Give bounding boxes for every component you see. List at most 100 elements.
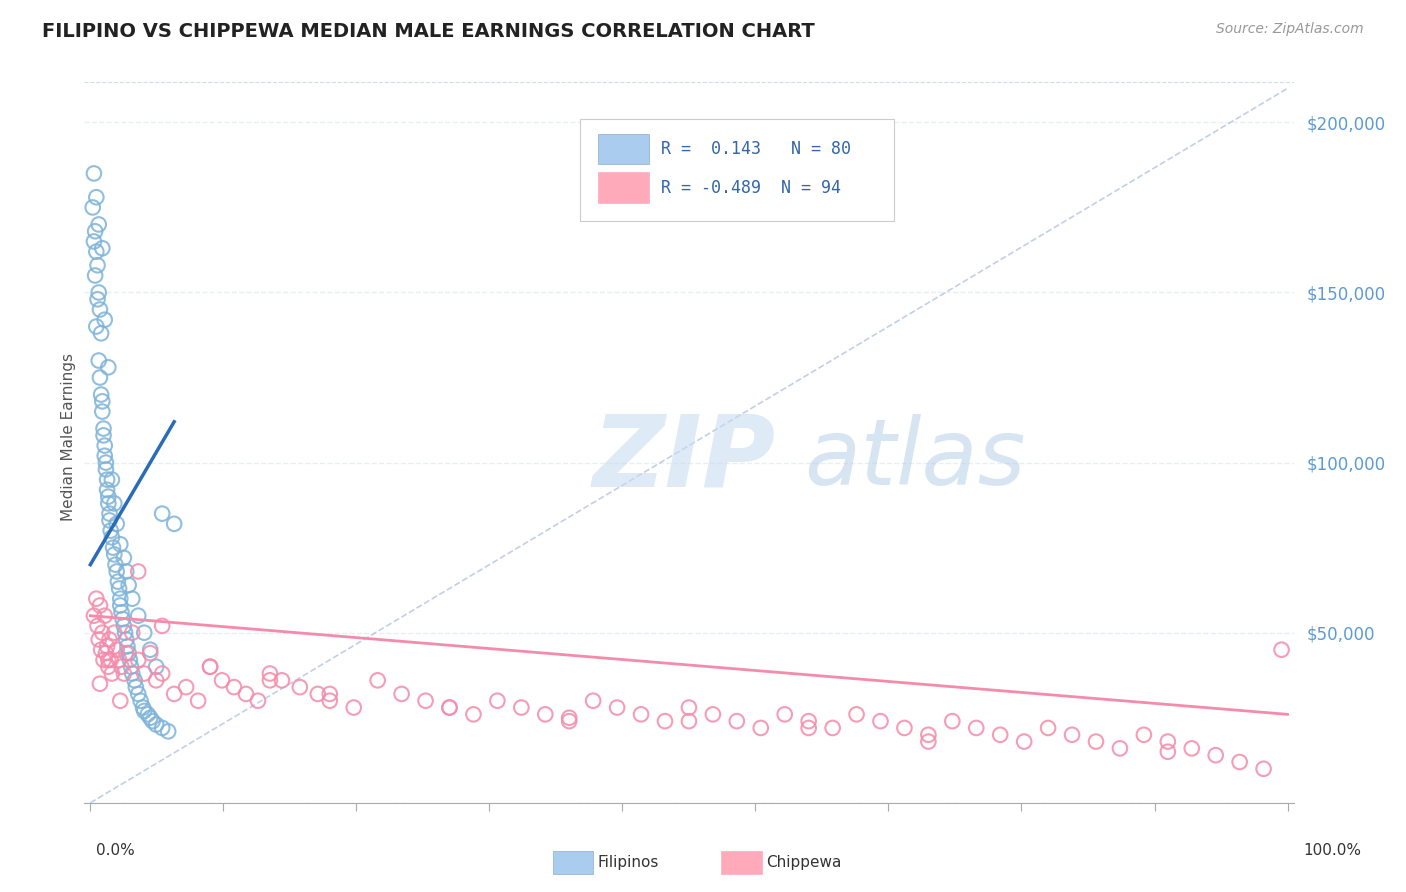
Point — [121, 666, 143, 681]
Point — [107, 574, 129, 589]
Point — [93, 312, 115, 326]
Point — [259, 673, 281, 688]
Text: FILIPINO VS CHIPPEWA MEDIAN MALE EARNINGS CORRELATION CHART: FILIPINO VS CHIPPEWA MEDIAN MALE EARNING… — [42, 22, 815, 41]
Point — [145, 717, 167, 731]
Point — [83, 166, 105, 180]
Point — [288, 680, 311, 694]
Point — [87, 632, 110, 647]
Point — [90, 642, 112, 657]
Point — [112, 619, 135, 633]
Point — [678, 714, 700, 728]
Point — [142, 714, 165, 728]
Point — [654, 714, 676, 728]
Text: 100.0%: 100.0% — [1303, 843, 1361, 858]
Point — [145, 673, 167, 688]
Point — [150, 666, 173, 681]
Point — [117, 640, 139, 654]
Point — [97, 496, 120, 510]
Point — [127, 687, 149, 701]
Point — [941, 714, 963, 728]
Point — [110, 694, 132, 708]
Point — [319, 687, 342, 701]
Point — [84, 224, 107, 238]
Point — [110, 591, 132, 606]
Point — [222, 680, 245, 694]
Point — [120, 659, 142, 673]
Point — [110, 537, 132, 551]
Point — [97, 659, 120, 673]
Point — [319, 694, 342, 708]
Point — [103, 548, 125, 562]
Point — [198, 659, 221, 673]
Point — [367, 673, 389, 688]
Point — [86, 190, 108, 204]
Point — [124, 673, 146, 688]
Point — [110, 599, 132, 613]
FancyBboxPatch shape — [599, 134, 650, 164]
Point — [89, 677, 111, 691]
Point — [86, 244, 108, 259]
Point — [90, 387, 112, 401]
Point — [127, 608, 149, 623]
Point — [105, 642, 128, 657]
Point — [558, 711, 581, 725]
Point — [773, 707, 796, 722]
Point — [115, 632, 138, 647]
Point — [463, 707, 485, 722]
Point — [988, 728, 1011, 742]
Point — [702, 707, 724, 722]
Point — [86, 591, 108, 606]
Point — [98, 513, 121, 527]
Point — [93, 439, 115, 453]
Point — [150, 507, 173, 521]
Point — [157, 724, 180, 739]
Point — [211, 673, 233, 688]
Point — [259, 666, 281, 681]
Point — [606, 700, 628, 714]
Point — [86, 258, 108, 272]
Point — [893, 721, 915, 735]
Point — [246, 694, 269, 708]
Point — [112, 666, 135, 681]
Point — [845, 707, 868, 722]
Point — [187, 694, 209, 708]
Point — [91, 394, 114, 409]
Point — [84, 268, 107, 283]
FancyBboxPatch shape — [599, 172, 650, 203]
Point — [174, 680, 197, 694]
Point — [134, 625, 156, 640]
Point — [439, 700, 461, 714]
Point — [93, 421, 115, 435]
Point — [198, 659, 221, 673]
Point — [869, 714, 891, 728]
Point — [821, 721, 844, 735]
Point — [150, 721, 173, 735]
Point — [136, 707, 159, 722]
Point — [163, 687, 186, 701]
Point — [115, 565, 138, 579]
Point — [96, 483, 118, 497]
Text: Chippewa: Chippewa — [766, 855, 842, 870]
Point — [108, 653, 131, 667]
Y-axis label: Median Male Earnings: Median Male Earnings — [60, 353, 76, 521]
Point — [83, 235, 105, 249]
Point — [105, 565, 128, 579]
Point — [89, 599, 111, 613]
Point — [87, 353, 110, 368]
Point — [97, 653, 120, 667]
Point — [90, 326, 112, 341]
Point — [134, 666, 156, 681]
Point — [86, 619, 108, 633]
Point — [104, 558, 127, 572]
Point — [89, 302, 111, 317]
Point — [630, 707, 652, 722]
Text: 0.0%: 0.0% — [96, 843, 135, 858]
Point — [118, 578, 141, 592]
Point — [121, 625, 143, 640]
Point — [87, 218, 110, 232]
Point — [110, 659, 132, 673]
Point — [749, 721, 772, 735]
Point — [1270, 642, 1292, 657]
Point — [129, 694, 152, 708]
Point — [270, 673, 292, 688]
